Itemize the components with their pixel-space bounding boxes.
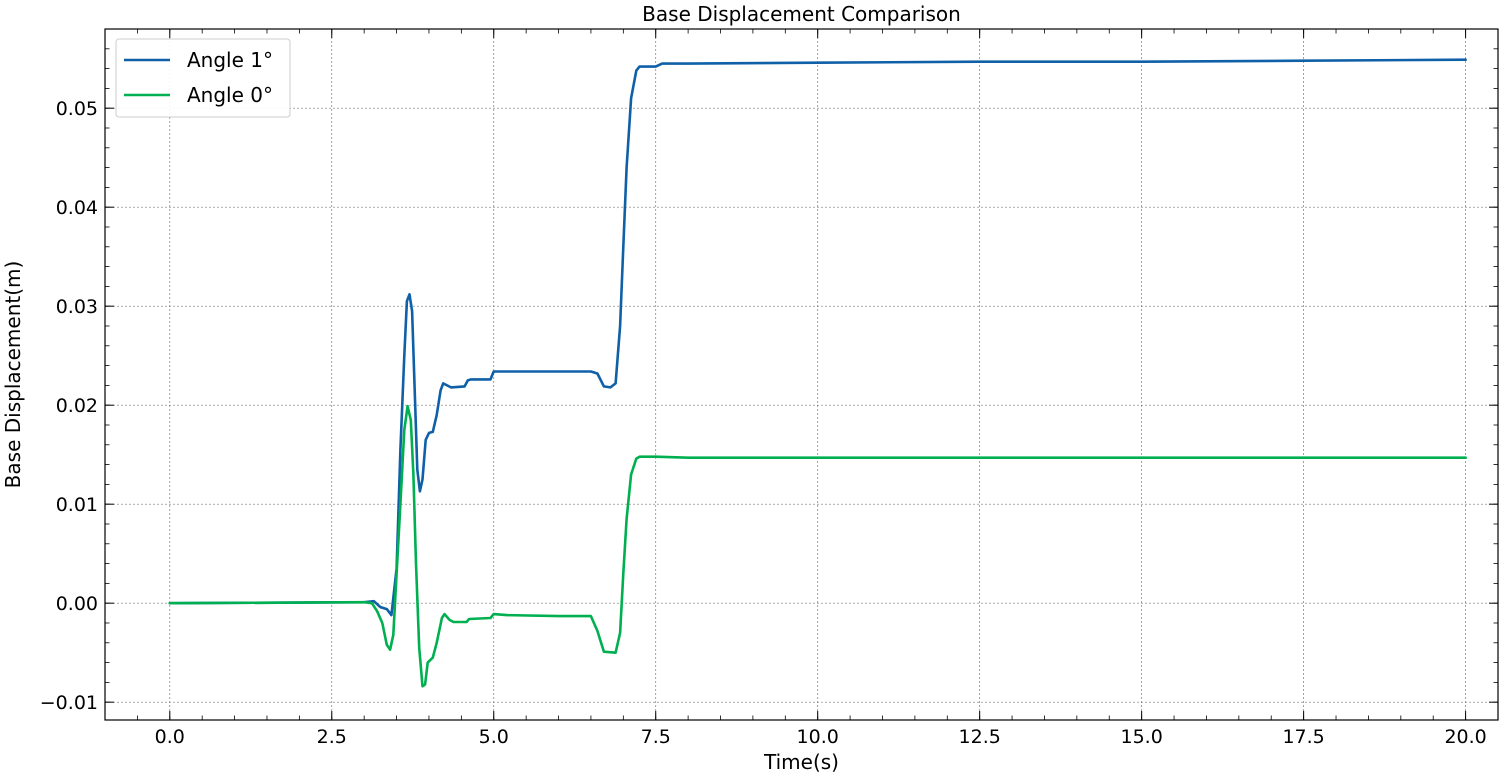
x-tick-label: 0.0 [155, 726, 185, 748]
x-tick-labels: 0.0 2.5 5.0 7.5 10.0 12.5 15.0 17.5 20.0 [155, 726, 1487, 748]
x-tick-label: 20.0 [1444, 726, 1486, 748]
axis-ticks [104, 28, 1499, 720]
y-tick-label: 0.02 [56, 395, 98, 417]
x-axis-label: Time(s) [763, 750, 839, 774]
x-tick-label: 7.5 [641, 726, 671, 748]
grid-lines [105, 29, 1498, 720]
y-axis-label: Base Displacement(m) [1, 261, 25, 489]
x-tick-label: 10.0 [797, 726, 839, 748]
x-tick-label: 12.5 [959, 726, 1001, 748]
x-tick-label: 17.5 [1282, 726, 1324, 748]
x-tick-label: 5.0 [479, 726, 509, 748]
series-line-1 [168, 58, 1467, 617]
legend-label: Angle 0° [187, 83, 273, 107]
y-tick-label: 0.00 [56, 593, 98, 615]
series-line-2 [168, 404, 1467, 688]
legend: Angle 1° Angle 0° [115, 38, 291, 118]
y-tick-labels: −0.01 0.00 0.01 0.02 0.03 0.04 0.05 [40, 98, 98, 714]
plot-series [168, 58, 1467, 688]
y-tick-label: 0.05 [56, 98, 98, 120]
plot-frame [104, 28, 1499, 721]
y-tick-label: 0.03 [56, 296, 98, 318]
x-tick-label: 15.0 [1120, 726, 1162, 748]
y-tick-label: 0.01 [56, 494, 98, 516]
y-tick-label: 0.04 [56, 197, 98, 219]
y-tick-label: −0.01 [40, 692, 98, 714]
legend-box [115, 38, 291, 118]
x-tick-label: 2.5 [317, 726, 347, 748]
chart-title: Base Displacement Comparison [642, 2, 961, 26]
legend-label: Angle 1° [187, 48, 273, 72]
